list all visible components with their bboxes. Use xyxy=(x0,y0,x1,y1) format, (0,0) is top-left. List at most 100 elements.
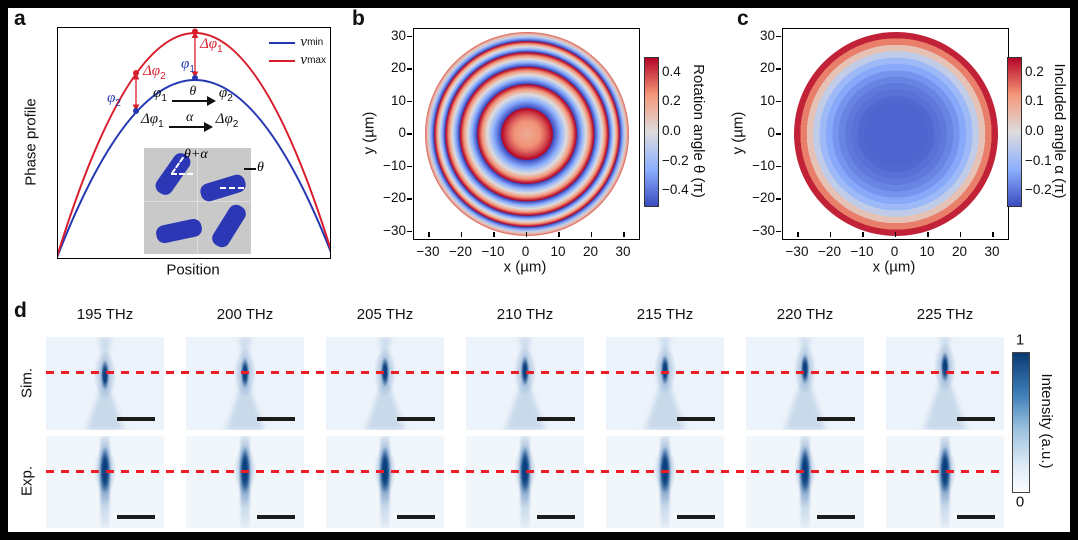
x-tick-label: 10 xyxy=(550,244,566,259)
y-tick-label: 0 xyxy=(398,125,406,140)
colorbar-tick-label: −0.2 xyxy=(662,152,689,168)
rotation-angle-heatmap xyxy=(424,32,629,236)
exp-image-220thz xyxy=(746,436,864,528)
x-tick-mark xyxy=(623,232,625,237)
meta-atom-bottom-right xyxy=(209,201,249,251)
x-tick-mark xyxy=(829,232,831,237)
x-tick-mark xyxy=(525,232,527,237)
nu-min-line-swatch xyxy=(269,41,296,44)
legend-item-nu-max: ν max xyxy=(269,53,326,68)
colorbar-tick-label: −0.2 xyxy=(1025,182,1052,198)
x-tick-mark xyxy=(590,232,592,237)
y-tick-label: 30 xyxy=(759,27,775,43)
exp-image-215thz xyxy=(606,436,724,528)
phi-1-annotation: φ1 xyxy=(181,56,195,75)
y-tick-label: −30 xyxy=(752,222,775,238)
included-angle-heatmap xyxy=(793,32,998,236)
legend-item-nu-min: ν min xyxy=(269,35,326,50)
y-tick-mark xyxy=(407,198,412,200)
frequency-label: 210 THz xyxy=(496,306,554,323)
a-x-axis-title: Position xyxy=(166,261,220,279)
x-tick-mark xyxy=(927,232,929,237)
sim-focal-plane-line xyxy=(46,371,1004,374)
y-tick-label: 10 xyxy=(759,92,775,108)
scale-bar xyxy=(677,417,715,421)
exp-image-225thz xyxy=(886,436,1004,528)
x-tick-mark xyxy=(894,232,896,237)
frequency-label: 200 THz xyxy=(216,306,274,323)
colorbar-tick-label: 0.2 xyxy=(1025,63,1044,79)
phi-2-annotation: φ2 xyxy=(107,90,121,109)
scale-bar xyxy=(537,515,575,519)
frequency-label: 220 THz xyxy=(776,306,834,323)
delta-phi-mapping-row: Δφ1 α Δφ2 xyxy=(141,111,239,132)
y-tick-label: 10 xyxy=(390,92,406,108)
intensity-cb-min-tick: 0 xyxy=(1015,493,1025,511)
panel-a-label: a xyxy=(14,7,26,30)
map-theta-from: φ1 xyxy=(153,85,167,104)
sim-image-215thz xyxy=(606,337,724,430)
x-tick-label: 0 xyxy=(890,244,899,259)
scale-bar xyxy=(957,515,995,519)
colorbar-tick-label: 0.1 xyxy=(1025,93,1044,109)
frequency-label: 195 THz xyxy=(76,306,134,323)
y-tick-mark xyxy=(407,68,412,70)
theta-leader-dash xyxy=(244,168,256,170)
x-tick-label: −20 xyxy=(449,244,472,259)
theta-reference-dash xyxy=(220,187,244,189)
meta-atom-inset: θ+α θ xyxy=(144,147,264,254)
scale-bar xyxy=(537,417,575,421)
map-theta-to: φ2 xyxy=(218,85,233,104)
exp-row-label: Exp. xyxy=(18,465,36,497)
nu-max-offcenter-point xyxy=(133,70,139,76)
colorbar-tick-label: −0.1 xyxy=(1025,152,1052,168)
phi-mapping-row: φ1 θ φ2 xyxy=(153,85,233,106)
colorbar-tick-label: −0.4 xyxy=(662,182,689,198)
panel-c-plot xyxy=(782,28,1009,240)
scale-bar xyxy=(817,417,855,421)
y-tick-mark xyxy=(776,68,781,70)
x-tick-mark xyxy=(460,232,462,237)
x-tick-mark xyxy=(959,232,961,237)
x-tick-label: 20 xyxy=(582,244,599,259)
y-tick-label: −20 xyxy=(383,190,406,205)
map-alpha-to: Δφ2 xyxy=(215,111,239,130)
scale-bar xyxy=(257,417,295,421)
scale-bar xyxy=(117,515,155,519)
included-angle-colorbar xyxy=(1007,57,1022,207)
y-tick-mark xyxy=(407,35,412,37)
intensity-colorbar xyxy=(1012,352,1030,493)
exp-image-200thz xyxy=(186,436,304,528)
panel-d-label: d xyxy=(14,299,27,322)
y-tick-label: 30 xyxy=(390,27,406,43)
x-tick-mark xyxy=(862,232,864,237)
inset-theta-plus-alpha-label: θ+α xyxy=(184,147,208,162)
x-tick-label: −30 xyxy=(785,244,809,259)
scale-bar xyxy=(257,515,295,519)
colorbar-tick-label: 0.4 xyxy=(662,63,681,79)
panel-c-label: c xyxy=(737,7,749,30)
y-tick-mark xyxy=(776,230,781,232)
x-tick-label: −20 xyxy=(818,244,841,259)
y-tick-label: 20 xyxy=(390,60,406,75)
rotation-angle-colorbar xyxy=(644,57,659,207)
phase-profile-curves xyxy=(58,28,330,258)
focal-core xyxy=(941,352,949,382)
y-tick-label: −10 xyxy=(383,157,406,173)
a-y-axis-title: Phase profile xyxy=(22,98,40,186)
focal-core xyxy=(801,354,809,384)
frequency-label: 205 THz xyxy=(356,306,414,323)
focal-core xyxy=(661,355,669,385)
sim-image-195thz xyxy=(46,337,164,430)
nu-min-symbol: ν xyxy=(300,34,308,50)
panel-b-label: b xyxy=(352,7,365,30)
exp-image-205thz xyxy=(326,436,444,528)
delta-phi-2-annotation: Δφ2 xyxy=(143,63,166,82)
theta-plus-alpha-reference-dash xyxy=(171,173,193,175)
y-tick-mark xyxy=(407,230,412,232)
x-tick-mark xyxy=(558,232,560,237)
x-tick-label: −10 xyxy=(850,244,874,259)
x-tick-label: 20 xyxy=(951,244,968,259)
x-tick-label: −10 xyxy=(481,244,505,259)
sim-image-225thz xyxy=(886,337,1004,430)
